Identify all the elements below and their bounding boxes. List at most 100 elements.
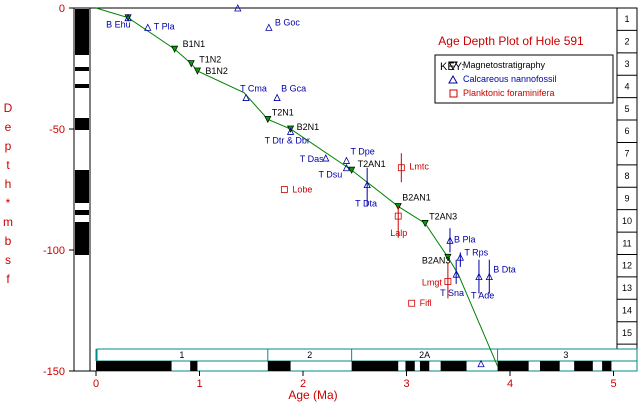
core-number: 12 — [622, 261, 632, 271]
y-axis-label-char: D — [4, 101, 13, 115]
point-label: B Dta — [493, 265, 516, 275]
point-label: T Cma — [240, 84, 267, 94]
core-number: 3 — [624, 59, 629, 69]
y-tick-label: -50 — [49, 124, 65, 136]
nannofossil-point — [456, 253, 464, 261]
foram-point — [397, 164, 405, 172]
foram-point — [394, 212, 402, 220]
y-axis-label-char: h — [5, 177, 12, 191]
core-number: 9 — [624, 193, 629, 203]
x-tick-label: 2 — [300, 378, 306, 390]
normal-polarity-block — [602, 361, 612, 371]
y-axis-label-char: e — [5, 120, 12, 134]
age-depth-line — [95, 7, 499, 367]
point-label: Lobe — [292, 185, 312, 195]
foram-point — [280, 186, 288, 193]
core-number: 1 — [624, 14, 629, 24]
core-column: 12345678910111213141516 — [616, 7, 638, 372]
magneto-point — [193, 67, 201, 75]
nannofossil-point — [363, 180, 371, 189]
y-axis-label-char: f — [6, 272, 10, 286]
point-label: T2N1 — [272, 107, 294, 117]
x-tick-label: 5 — [610, 378, 616, 390]
point-label: T Das — [300, 154, 324, 164]
y-tick-label: -100 — [43, 245, 65, 257]
x-axis: 0 1 2 3 4 5 — [93, 371, 617, 390]
point-label: T Ade — [471, 291, 494, 301]
lithology-column — [73, 7, 91, 372]
y-tick-label: 0 — [59, 3, 65, 15]
nannofossil-point — [477, 359, 485, 368]
core-number: 2 — [624, 37, 629, 47]
point-label: T2AN1 — [358, 159, 386, 169]
y-axis-label-char: t — [6, 158, 10, 172]
y-axis-label-char: * — [6, 196, 11, 210]
nannofossil-point — [446, 236, 454, 244]
core-number: 7 — [624, 149, 629, 159]
nannofossil-point — [485, 272, 493, 281]
core-number: 11 — [622, 238, 631, 248]
x-tick-label: 4 — [507, 378, 513, 390]
point-label: T1N2 — [199, 55, 221, 65]
point-label: T Rps — [464, 247, 488, 257]
normal-polarity-block — [540, 361, 560, 371]
point-label: Lmgt — [422, 277, 443, 287]
nannofossil-point — [265, 23, 273, 31]
legend-label: Magnetostratigraphy — [463, 60, 546, 70]
point-label: T Dpe — [350, 146, 374, 156]
point-label: B Ehu — [106, 20, 131, 30]
core-number: 13 — [622, 283, 632, 293]
normal-polarity-block — [440, 361, 467, 371]
magneto-point — [421, 220, 429, 228]
nannofossil-point — [286, 127, 295, 135]
x-tick-label: 3 — [403, 378, 409, 390]
point-label: T2AN3 — [429, 211, 457, 221]
point-label: B Pla — [454, 234, 476, 244]
magneto-point — [171, 45, 179, 53]
nannofossil-point — [342, 156, 351, 164]
point-label: B2AN3 — [422, 255, 451, 265]
point-label: Lalp — [390, 228, 407, 238]
point-label: B1N1 — [183, 39, 206, 49]
y-tick-label: -150 — [43, 366, 65, 378]
chron-label: 1 — [179, 350, 184, 360]
chron-label: 2 — [307, 350, 312, 360]
normal-polarity-block — [497, 361, 529, 371]
point-label: T Sna — [440, 288, 464, 298]
legend-label: Planktonic foraminifera — [463, 88, 555, 98]
point-label: T Dsu — [318, 170, 342, 180]
point-label: B2AN1 — [402, 192, 431, 202]
point-label: T Dta — [355, 199, 377, 209]
chart-title: Age Depth Plot of Hole 591 — [438, 34, 584, 48]
nannofossil-point — [242, 93, 250, 101]
magneto-point — [348, 166, 356, 174]
chron-label: 2A — [419, 350, 430, 360]
core-number: 4 — [624, 81, 629, 91]
nannofossil-point — [234, 4, 242, 12]
y-axis-label-char: m — [3, 215, 13, 229]
point-label: T Pla — [154, 21, 175, 31]
y-axis-label-char: s — [5, 253, 11, 267]
legend-symbol — [448, 61, 458, 71]
point-label: Lmtc — [409, 162, 429, 172]
x-axis-label: Age (Ma) — [288, 388, 337, 402]
nannofossil-point — [144, 23, 152, 31]
normal-polarity-block — [351, 361, 399, 371]
normal-polarity-block — [190, 361, 198, 371]
polarity-strip: 1 2 2A 3 — [95, 348, 638, 372]
nannofossil-point — [322, 154, 330, 162]
nannofossil-point — [452, 270, 460, 278]
point-label: Fifl — [420, 298, 432, 308]
foram-point — [408, 299, 416, 307]
x-tick-label: 1 — [196, 378, 202, 390]
core-number: 10 — [622, 216, 632, 226]
nannofossil-point — [475, 272, 483, 281]
core-number: 14 — [622, 306, 632, 316]
x-tick-label: 0 — [93, 378, 99, 390]
core-number: 5 — [624, 104, 629, 114]
foram-point — [444, 278, 452, 285]
point-label: B2N1 — [297, 122, 320, 132]
